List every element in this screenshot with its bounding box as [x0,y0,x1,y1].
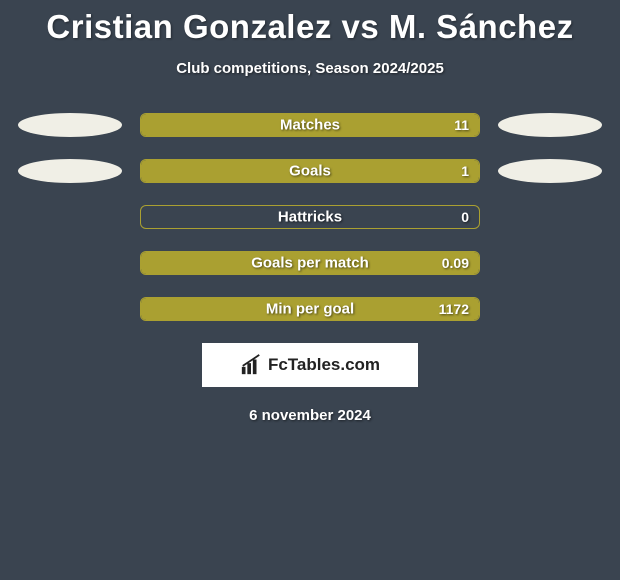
stat-value: 0 [461,209,469,225]
stat-bar: Goals per match0.09 [140,251,480,275]
right-ellipse [498,113,602,137]
stat-row: Goals1 [0,159,620,183]
stat-bar: Goals1 [140,159,480,183]
stat-label: Goals per match [141,255,479,272]
left-spacer [18,205,122,229]
right-spacer [498,251,602,275]
left-ellipse [18,159,122,183]
stat-row: Matches11 [0,113,620,137]
left-spacer [18,297,122,321]
left-spacer [18,251,122,275]
stat-value: 1172 [439,301,469,317]
stats-list: Matches11 Goals1 Hattricks0 Goals per match… [0,113,620,321]
stat-label: Goals [141,163,479,180]
comparison-card: Cristian Gonzalez vs M. Sánchez Club com… [0,0,620,424]
subtitle: Club competitions, Season 2024/2025 [0,60,620,77]
right-spacer [498,297,602,321]
stat-bar: Min per goal1172 [140,297,480,321]
stat-row: Hattricks0 [0,205,620,229]
stat-label: Hattricks [141,209,479,226]
left-ellipse [18,113,122,137]
logo-text: FcTables.com [268,355,380,375]
page-title: Cristian Gonzalez vs M. Sánchez [0,8,620,46]
right-spacer [498,205,602,229]
stat-bar: Hattricks0 [140,205,480,229]
stat-value: 0.09 [442,255,469,271]
stat-value: 11 [454,117,469,133]
stat-row: Min per goal1172 [0,297,620,321]
stat-bar: Matches11 [140,113,480,137]
bar-chart-icon [240,354,262,376]
stat-label: Min per goal [141,301,479,318]
stat-label: Matches [141,117,479,134]
right-ellipse [498,159,602,183]
logo-badge[interactable]: FcTables.com [202,343,418,387]
date-label: 6 november 2024 [0,407,620,424]
stat-row: Goals per match0.09 [0,251,620,275]
stat-value: 1 [461,163,469,179]
